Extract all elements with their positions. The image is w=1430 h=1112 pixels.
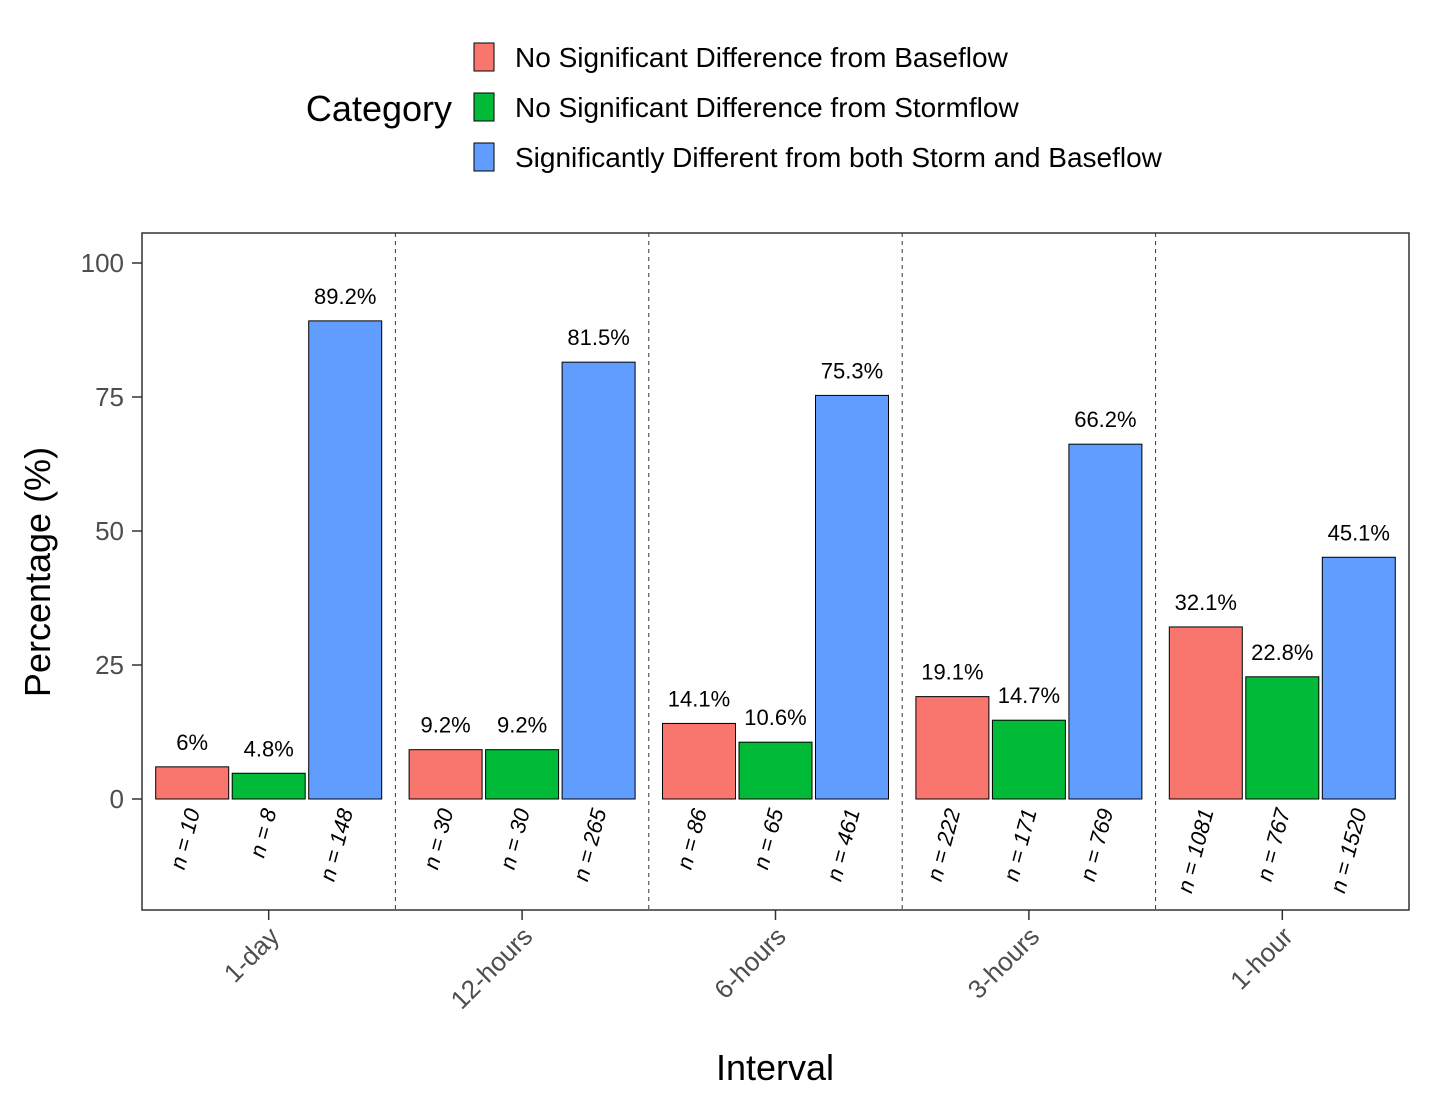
legend-label-1: No Significant Difference from Stormflow [515, 92, 1019, 123]
y-tick-label: 100 [81, 248, 124, 278]
x-tick-label: 12-hours [445, 921, 539, 1015]
x-tick-label: 3-hours [962, 921, 1046, 1005]
bar [1245, 676, 1320, 800]
data-label: 32.1% [1175, 590, 1237, 615]
data-label: 75.3% [821, 358, 883, 383]
bar [231, 772, 306, 800]
legend-key-1 [473, 92, 495, 122]
bar [308, 320, 383, 800]
n-label: n = 8 [245, 805, 282, 860]
data-label: 19.1% [921, 660, 983, 685]
n-label: n = 1081 [1172, 806, 1218, 896]
n-label: n = 65 [748, 805, 788, 872]
bar [408, 749, 483, 800]
n-label: n = 1520 [1325, 805, 1372, 896]
n-label: n = 265 [568, 805, 612, 884]
data-label: 10.6% [744, 705, 806, 730]
legend: Category No Significant Difference from … [306, 42, 1163, 173]
x-tick-label: 6-hours [708, 921, 792, 1005]
n-label: n = 461 [822, 806, 865, 884]
bar [662, 722, 736, 800]
n-label: n = 767 [1252, 805, 1296, 884]
plot-panel: 6% n = 10 4.8% n = 8 89.2% n = 148 9.2% n = 30 9… [141, 232, 1410, 911]
legend-label-0: No Significant Difference from Baseflow [515, 42, 1009, 73]
data-label: 14.1% [668, 686, 730, 711]
bar [1068, 443, 1143, 800]
n-label: n = 769 [1075, 806, 1118, 884]
bar [991, 719, 1066, 800]
y-axis: 0 25 50 75 100 [81, 248, 142, 814]
n-label: n = 148 [315, 805, 359, 884]
data-label: 45.1% [1328, 520, 1390, 545]
bar [561, 361, 636, 800]
bar [738, 741, 813, 800]
legend-title: Category [306, 88, 452, 129]
legend-label-2: Significantly Different from both Storm … [515, 142, 1163, 173]
bar [485, 749, 560, 800]
data-label: 4.8% [244, 736, 294, 761]
n-label: n = 30 [495, 805, 535, 872]
y-tick-label: 25 [95, 650, 124, 680]
data-label: 66.2% [1074, 407, 1136, 432]
data-label: 89.2% [314, 284, 376, 309]
legend-key-2 [473, 142, 495, 172]
bar [155, 766, 230, 800]
data-label: 6% [176, 730, 208, 755]
n-label: n = 30 [418, 805, 458, 872]
x-tick-label: 1-day [218, 921, 285, 988]
bar [1168, 626, 1243, 800]
data-label: 81.5% [567, 325, 629, 350]
bar [1321, 556, 1396, 800]
n-label: n = 222 [922, 806, 965, 884]
n-label: n = 171 [998, 806, 1041, 884]
x-axis-title: Interval [716, 1047, 834, 1088]
y-tick-label: 0 [110, 784, 124, 814]
legend-key-0 [473, 42, 495, 72]
y-tick-label: 75 [95, 382, 124, 412]
x-axis: 1-day 12-hours 6-hours 3-hours 1-hour [218, 910, 1299, 1015]
n-label: n = 10 [165, 805, 205, 872]
data-label: 14.7% [998, 683, 1060, 708]
x-tick-label: 1-hour [1224, 921, 1299, 996]
y-axis-title: Percentage (%) [17, 447, 58, 697]
data-label: 22.8% [1251, 640, 1313, 665]
bar [915, 696, 990, 800]
bar [815, 394, 889, 800]
n-label: n = 86 [672, 805, 712, 872]
data-label: 9.2% [497, 713, 547, 738]
data-label: 9.2% [421, 713, 471, 738]
y-tick-label: 50 [95, 516, 124, 546]
